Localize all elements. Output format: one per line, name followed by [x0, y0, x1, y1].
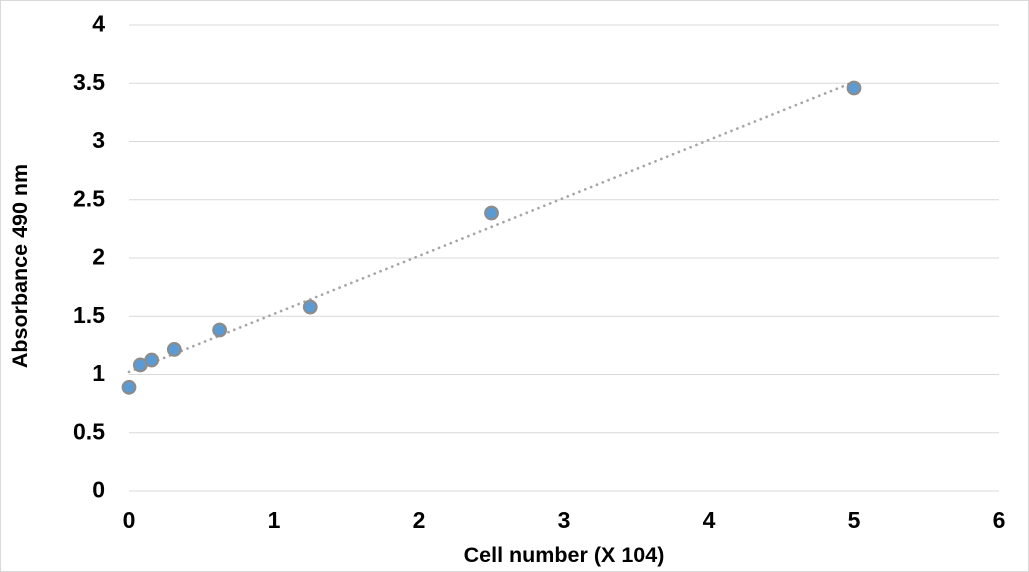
svg-text:2.5: 2.5	[73, 185, 105, 211]
svg-text:2: 2	[92, 244, 105, 270]
svg-text:Absorbance 490 nm: Absorbance 490 nm	[8, 164, 32, 368]
svg-text:4: 4	[92, 11, 105, 37]
svg-text:6: 6	[993, 507, 1006, 533]
svg-text:3: 3	[558, 507, 571, 533]
svg-text:2: 2	[413, 507, 426, 533]
svg-text:0: 0	[92, 477, 105, 503]
svg-text:1: 1	[268, 507, 281, 533]
svg-text:3.5: 3.5	[73, 69, 105, 95]
svg-text:5: 5	[848, 507, 861, 533]
svg-text:4: 4	[703, 507, 716, 533]
svg-text:0: 0	[123, 507, 136, 533]
svg-text:3: 3	[92, 127, 105, 153]
svg-text:Cell number (X 104): Cell number (X 104)	[464, 543, 665, 567]
svg-text:0.5: 0.5	[73, 418, 105, 444]
svg-text:1: 1	[92, 360, 105, 386]
svg-text:1.5: 1.5	[73, 302, 105, 328]
